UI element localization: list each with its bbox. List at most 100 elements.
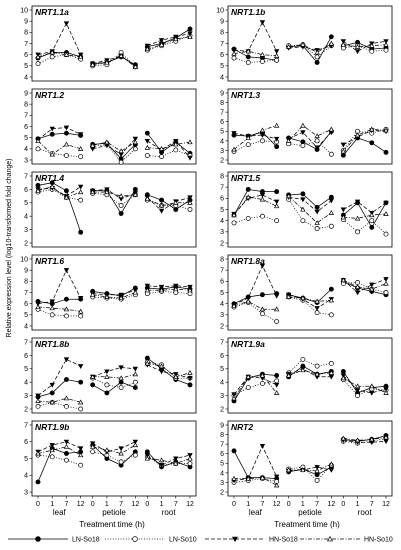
gene-label: NRT1.8a: [231, 256, 265, 266]
series-line-hn-so10: [233, 375, 277, 399]
data-point-ln-so18: [274, 189, 280, 195]
series-line-ln-so18: [37, 182, 82, 233]
series-line-hn-so10: [234, 477, 277, 486]
data-point-hn-so10: [328, 297, 335, 303]
data-point-hn-so10: [187, 139, 193, 145]
data-point-hn-so18: [49, 299, 55, 305]
data-point-ln-so18: [314, 204, 320, 210]
series-line-ln-so10: [92, 51, 136, 68]
legend-marker: [35, 536, 41, 542]
data-point-ln-so10: [118, 459, 124, 465]
panel-frame: [31, 171, 197, 248]
y-tick-label: 6: [220, 119, 224, 126]
data-point-hn-so18: [77, 132, 84, 138]
y-tick-label: 7: [220, 41, 224, 48]
series-line-ln-so10: [233, 302, 277, 322]
series-line-hn-so10: [288, 124, 332, 142]
data-point-ln-so18: [63, 188, 69, 194]
data-point-hn-so10: [369, 212, 375, 218]
data-point-hn-so18: [273, 474, 280, 480]
data-point-hn-so10: [187, 455, 193, 461]
x-tick-label: 0: [145, 501, 149, 508]
y-tick-label: 10: [20, 7, 28, 14]
data-point-ln-so10: [49, 454, 55, 460]
data-point-hn-so10: [158, 363, 165, 369]
data-point-hn-so18: [273, 382, 280, 388]
data-point-hn-so18: [328, 467, 335, 473]
data-point-ln-so10: [314, 363, 320, 369]
data-point-ln-so10: [231, 55, 237, 61]
y-tick-label: 6: [24, 301, 28, 308]
data-point-hn-so18: [63, 439, 70, 445]
data-point-hn-so18: [300, 130, 306, 136]
data-point-hn-so18: [314, 209, 320, 215]
data-point-hn-so10: [144, 144, 151, 150]
series-line-hn-so10: [37, 140, 81, 155]
series-line-hn-so10: [37, 446, 81, 456]
data-point-ln-so10: [132, 452, 138, 458]
x-tick-label: 1: [105, 501, 109, 508]
data-point-hn-so10: [132, 191, 139, 197]
series-line-ln-so10: [233, 140, 277, 152]
series-line-ln-so18: [343, 137, 387, 156]
data-point-hn-so10: [285, 294, 292, 299]
data-point-hn-so10: [259, 306, 266, 312]
series-line-hn-so10: [288, 43, 332, 53]
data-point-hn-so10: [89, 189, 96, 195]
data-point-ln-so18: [173, 207, 179, 212]
data-point-hn-so10: [118, 52, 124, 58]
series-line-hn-so18: [233, 445, 278, 481]
series-line-hn-so18: [233, 264, 278, 306]
series-line-ln-so18: [233, 188, 277, 216]
data-point-hn-so18: [231, 392, 237, 398]
data-point-hn-so10: [369, 286, 375, 292]
data-point-hn-so10: [231, 475, 237, 481]
data-point-ln-so10: [274, 378, 280, 384]
data-point-ln-so10: [118, 203, 124, 208]
data-point-ln-so10: [314, 54, 320, 60]
y-tick-label: 3: [24, 157, 28, 164]
series-line-hn-so18: [233, 194, 277, 215]
series-line-ln-so18: [288, 36, 332, 64]
legend: LN-So18 LN-So10 HN-So18 HN-So10: [8, 535, 393, 544]
data-point-ln-so10: [132, 379, 138, 385]
series-line-ln-so18: [147, 194, 191, 210]
series-line-ln-so18: [147, 28, 191, 48]
series-line-ln-so10: [37, 454, 81, 466]
data-point-hn-so10: [383, 127, 389, 133]
y-tick-label: 8: [220, 432, 224, 439]
series-line-ln-so18: [343, 42, 387, 50]
x-tick-label: 7: [119, 501, 123, 508]
series-line-ln-so10: [92, 377, 136, 388]
data-point-hn-so18: [328, 198, 335, 204]
x-tick-label: 1: [356, 501, 360, 508]
data-point-hn-so10: [231, 212, 237, 218]
x-tick-label: 1: [301, 501, 305, 508]
gene-label: NRT1.2: [35, 90, 64, 100]
series-line-ln-so18: [37, 132, 81, 140]
data-point-hn-so18: [383, 386, 389, 392]
y-tick-label: 7: [24, 113, 28, 120]
data-point-ln-so18: [132, 385, 138, 391]
data-point-ln-so10: [187, 207, 193, 212]
y-tick-label: 4: [24, 74, 28, 81]
data-point-hn-so18: [187, 376, 193, 382]
series-line-hn-so18: [92, 55, 136, 67]
panel-nrt1-4: NRT1.4 2 3 4 5 6 7: [24, 171, 197, 248]
data-point-hn-so18: [273, 136, 280, 142]
legend-marker: [132, 536, 138, 542]
data-point-hn-so10: [89, 291, 96, 297]
y-tick-label: 7: [220, 110, 224, 117]
legend-label: HN-So10: [364, 537, 393, 544]
data-point-hn-so10: [173, 199, 179, 205]
data-point-hn-so18: [314, 465, 320, 470]
data-point-ln-so10: [118, 385, 124, 391]
y-tick-label: 6: [24, 187, 28, 194]
data-point-ln-so10: [369, 218, 375, 224]
data-point-hn-so10: [144, 287, 151, 293]
y-tick-label: 4: [24, 214, 28, 221]
y-tick-label: 8: [220, 100, 224, 107]
series-line-hn-so10: [288, 463, 332, 472]
data-point-ln-so10: [328, 360, 334, 366]
data-point-ln-so10: [78, 313, 84, 319]
